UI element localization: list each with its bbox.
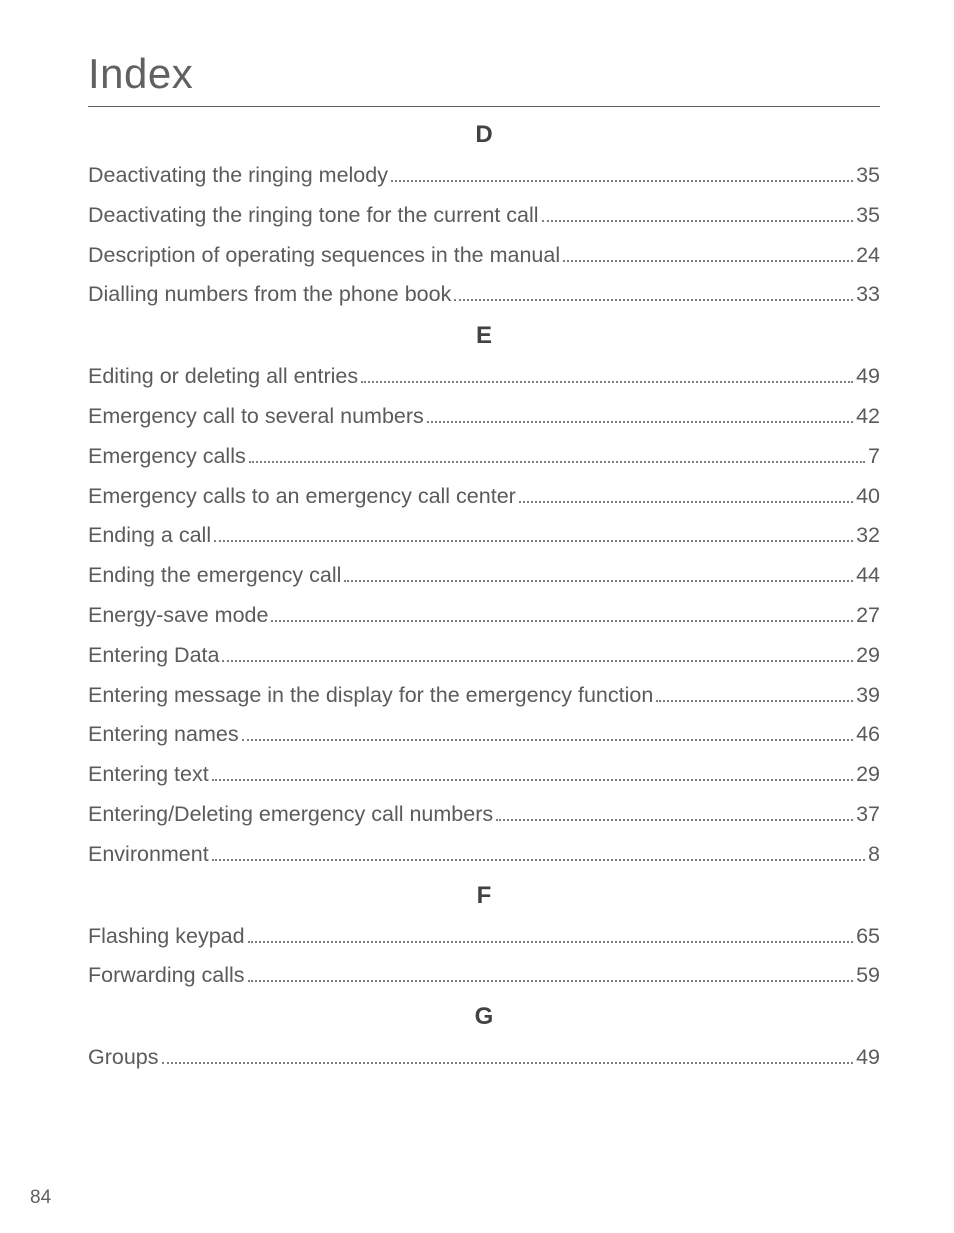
index-entry-label: Emergency calls	[88, 444, 246, 470]
index-entry-page: 7	[868, 444, 880, 470]
leader-dots	[361, 369, 853, 383]
page-number: 84	[30, 1187, 51, 1209]
page: Index D Deactivating the ringing melody 35…	[0, 0, 954, 1233]
title-rule	[88, 106, 880, 107]
index-entry-label: Ending a call	[88, 523, 211, 549]
leader-dots	[248, 929, 854, 943]
index-entry: Energy-save mode 27	[88, 603, 880, 629]
page-title: Index	[88, 50, 880, 98]
index-entry-page: 44	[856, 563, 880, 589]
index-entry-label: Entering names	[88, 722, 239, 748]
index-entry: Deactivating the ringing melody 35	[88, 163, 880, 189]
index-entry: Dialling numbers from the phone book 33	[88, 282, 880, 308]
index-entry-page: 32	[856, 523, 880, 549]
index-entry: Entering/Deleting emergency call numbers…	[88, 802, 880, 828]
index-entry-page: 49	[856, 364, 880, 390]
index-entry: Groups 49	[88, 1045, 880, 1071]
index-entry: Entering text 29	[88, 762, 880, 788]
index-entry-page: 46	[856, 722, 880, 748]
leader-dots	[454, 288, 853, 302]
index-entry-label: Flashing keypad	[88, 924, 245, 950]
index-entry-label: Description of operating sequences in th…	[88, 243, 560, 269]
index-entry: Entering message in the display for the …	[88, 683, 880, 709]
index-entry-page: 65	[856, 924, 880, 950]
section-letter: D	[88, 121, 880, 149]
leader-dots	[496, 807, 853, 821]
leader-dots	[427, 409, 853, 423]
leader-dots	[212, 847, 865, 861]
index-entry-label: Entering message in the display for the …	[88, 683, 653, 709]
leader-dots	[391, 168, 853, 182]
index-entry-page: 39	[856, 683, 880, 709]
index-entry-page: 42	[856, 404, 880, 430]
leader-dots	[271, 608, 853, 622]
section-letter: G	[88, 1003, 880, 1031]
index-entry-page: 35	[856, 203, 880, 229]
section-letter: E	[88, 322, 880, 350]
index-entry: Ending a call 32	[88, 523, 880, 549]
index-entry-page: 33	[856, 282, 880, 308]
index-entry-label: Editing or deleting all entries	[88, 364, 358, 390]
index-entry-page: 40	[856, 484, 880, 510]
index-entry-label: Environment	[88, 842, 209, 868]
index-entry-label: Emergency call to several numbers	[88, 404, 424, 430]
leader-dots	[162, 1050, 854, 1064]
index-entry-label: Deactivating the ringing melody	[88, 163, 388, 189]
index-entry: Editing or deleting all entries 49	[88, 364, 880, 390]
index-entry: Ending the emergency call 44	[88, 563, 880, 589]
index-entry: Emergency calls to an emergency call cen…	[88, 484, 880, 510]
index-entry-page: 59	[856, 963, 880, 989]
leader-dots	[212, 767, 853, 781]
index-entry: Emergency calls 7	[88, 444, 880, 470]
index-entry-page: 49	[856, 1045, 880, 1071]
index-sections: DDeactivating the ringing melody35Deacti…	[88, 121, 880, 1071]
index-entry-label: Forwarding calls	[88, 963, 245, 989]
index-entry: Environment 8	[88, 842, 880, 868]
index-entry-page: 29	[856, 762, 880, 788]
index-entry-page: 37	[856, 802, 880, 828]
index-entry: Description of operating sequences in th…	[88, 243, 880, 269]
index-entry-label: Ending the emergency call	[88, 563, 341, 589]
leader-dots	[222, 648, 853, 662]
leader-dots	[344, 568, 853, 582]
index-entry-label: Entering Data	[88, 643, 219, 669]
leader-dots	[242, 728, 853, 742]
leader-dots	[214, 529, 853, 543]
section-letter: F	[88, 882, 880, 910]
index-entry: Deactivating the ringing tone for the cu…	[88, 203, 880, 229]
leader-dots	[248, 969, 854, 983]
index-entry-page: 24	[856, 243, 880, 269]
index-entry: Entering names 46	[88, 722, 880, 748]
leader-dots	[656, 688, 853, 702]
index-entry: Flashing keypad 65	[88, 924, 880, 950]
index-entry-label: Deactivating the ringing tone for the cu…	[88, 203, 539, 229]
index-entry-page: 8	[868, 842, 880, 868]
index-entry: Emergency call to several numbers 42	[88, 404, 880, 430]
leader-dots	[249, 449, 865, 463]
index-entry-label: Dialling numbers from the phone book	[88, 282, 451, 308]
leader-dots	[519, 489, 853, 503]
index-entry-label: Groups	[88, 1045, 159, 1071]
index-entry-page: 29	[856, 643, 880, 669]
index-entry-label: Energy-save mode	[88, 603, 268, 629]
index-entry-label: Entering/Deleting emergency call numbers	[88, 802, 493, 828]
index-entry: Entering Data 29	[88, 643, 880, 669]
index-entry-label: Emergency calls to an emergency call cen…	[88, 484, 516, 510]
index-entry-page: 35	[856, 163, 880, 189]
leader-dots	[542, 208, 854, 222]
index-entry-label: Entering text	[88, 762, 209, 788]
index-entry-page: 27	[856, 603, 880, 629]
index-entry: Forwarding calls 59	[88, 963, 880, 989]
leader-dots	[563, 248, 853, 262]
